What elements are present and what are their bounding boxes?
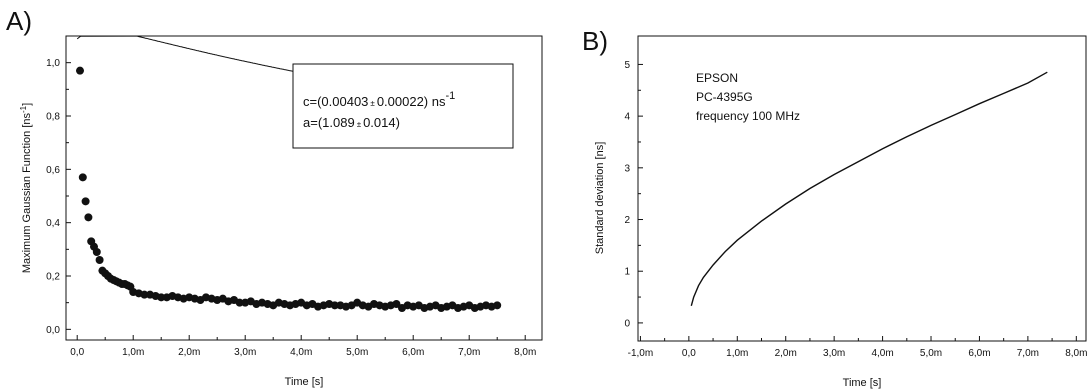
panel-a-data-point: [76, 66, 84, 75]
panel-b: B) -1,0m 0,0 1,0m 2,0m 3,0m 4,0m 5,0m 6,0m 7,0m 8…: [582, 26, 1087, 389]
panel-a: A) 0,0 1,0m 2,0m 3,0m 4,0m 5,0m 6,0m 7,0m 8,0m 0…: [6, 6, 543, 388]
panel-b-y-tick-label: 1: [624, 267, 630, 278]
panel-a-data-points: [76, 66, 502, 312]
panel-a-data-point: [330, 301, 339, 310]
panel-b-series-line: [690, 71, 1048, 306]
panel-a-x-ticks: 0,0 1,0m 2,0m 3,0m 4,0m 5,0m 6,0m 7,0m 8,0m: [70, 335, 536, 358]
ann-c-pm: ±: [370, 99, 375, 108]
panel-a-x-tick-label: 3,0m: [234, 347, 256, 358]
panel-a-y-axis-label-sup: -1: [19, 105, 28, 113]
panel-b-x-ticks: -1,0m 0,0 1,0m 2,0m 3,0m 4,0m 5,0m 6,0m 7,0m 8,0m: [628, 336, 1087, 359]
panel-b-x-tick-label: 6,0m: [968, 348, 990, 359]
panel-a-y-tick-label: 0,2: [46, 272, 60, 283]
panel-b-annotation-line1: EPSON: [696, 71, 738, 85]
panel-a-data-point: [235, 298, 244, 307]
panel-a-annotation-line2: a=(1.089 ±0.014): [303, 115, 400, 130]
panel-b-x-tick-label: 0,0: [682, 348, 696, 359]
panel-a-data-point: [78, 173, 87, 182]
panel-a-y-axis-label: Maximum Gaussian Function [ns-1]: [19, 103, 33, 273]
panel-b-x-tick-label: 4,0m: [871, 348, 893, 359]
panel-a-y-tick-label: 0,0: [46, 325, 60, 336]
panel-a-data-point: [92, 248, 101, 256]
panel-a-data-point: [392, 300, 401, 308]
panel-b-y-axis-label: Standard deviation [ns]: [594, 142, 606, 255]
panel-b-y-tick-label: 2: [624, 215, 630, 226]
panel-a-x-tick-label: 1,0m: [122, 347, 144, 358]
ann-a-error: 0.014): [363, 115, 400, 130]
panel-a-plot-frame: [65, 35, 543, 341]
panel-a-annotation-box: [292, 63, 514, 149]
panel-a-y-tick-label: 0,6: [46, 165, 60, 176]
panel-a-label: A): [6, 6, 32, 36]
panel-a-x-tick-label: 0,0: [70, 347, 84, 358]
panel-b-annotation-line3: frequency 100 MHz: [696, 109, 800, 123]
panel-b-x-tick-label: -1,0m: [628, 348, 654, 359]
panel-a-y-tick-label: 1,0: [46, 58, 60, 69]
ann-a-value: a=(1.089: [303, 115, 355, 130]
ann-a-pm: ±: [357, 120, 362, 129]
ann-c-sup: -1: [445, 90, 455, 102]
panel-a-data-point: [493, 301, 502, 310]
panel-b-x-tick-label: 7,0m: [1017, 348, 1039, 359]
panel-b-plot-frame: [637, 35, 1087, 342]
panel-b-y-tick-label: 4: [624, 112, 630, 123]
panel-b-y-ticks: 0 1 2 3 4 5: [624, 60, 643, 329]
panel-b-x-tick-label: 3,0m: [823, 348, 845, 359]
panel-b-x-tick-label: 1,0m: [726, 348, 748, 359]
panel-a-y-axis-label-text: Maximum Gaussian Function [ns: [21, 113, 33, 274]
panel-b-y-tick-label: 3: [624, 163, 630, 174]
panel-b-label: B): [582, 26, 608, 56]
panel-b-annotation-line2: PC-4395G: [696, 90, 753, 104]
panel-a-x-tick-label: 8,0m: [514, 347, 536, 358]
panel-a-x-tick-label: 6,0m: [402, 347, 424, 358]
panel-a-x-tick-label: 7,0m: [458, 347, 480, 358]
panel-a-y-axis-label-close: ]: [21, 103, 33, 106]
panel-a-data-point: [84, 213, 93, 222]
panel-a-y-tick-label: 0,4: [46, 218, 60, 229]
panel-a-x-tick-label: 5,0m: [346, 347, 368, 358]
panel-b-y-tick-label: 5: [624, 60, 630, 71]
panel-a-data-point: [81, 197, 90, 206]
panel-b-x-tick-label: 2,0m: [775, 348, 797, 359]
panel-a-y-ticks: 0,0 0,2 0,4 0,6 0,8 1,0: [46, 58, 71, 336]
panel-b-x-tick-label: 8,0m: [1065, 348, 1087, 359]
panel-a-data-point: [157, 293, 166, 302]
panel-b-y-tick-label: 0: [624, 318, 630, 329]
panel-a-x-tick-label: 2,0m: [178, 347, 200, 358]
panel-a-data-point: [95, 256, 104, 264]
panel-b-x-tick-label: 5,0m: [920, 348, 942, 359]
panel-a-y-tick-label: 0,8: [46, 112, 60, 123]
panel-a-x-tick-label: 4,0m: [290, 347, 312, 358]
panel-a-data-point: [140, 290, 149, 299]
panel-b-x-axis-label: Time [s]: [843, 377, 882, 389]
panel-a-annotation-line1: c=(0.00403 ±0.00022) ns-1: [303, 90, 455, 109]
ann-c-error: 0.00022) ns: [377, 94, 446, 109]
ann-c-value: c=(0.00403: [303, 94, 368, 109]
panel-a-x-axis-label: Time [s]: [285, 376, 324, 388]
